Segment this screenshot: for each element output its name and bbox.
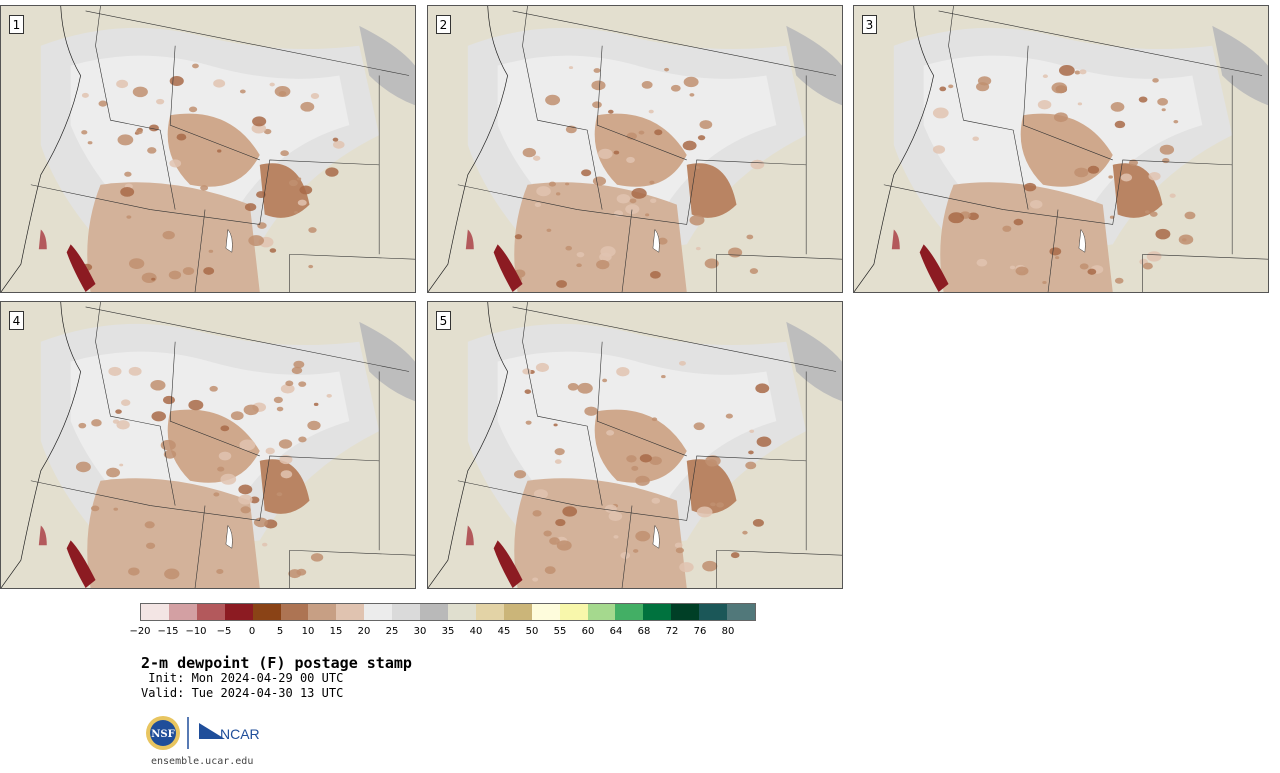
ncar-logo: NCAR [199, 723, 260, 742]
colorbar-tick-label: 76 [693, 626, 707, 637]
figure-title: 2-m dewpoint (F) postage stamp [141, 654, 412, 672]
colorbar-tick-label: 10 [301, 626, 315, 637]
colorbar-swatch [224, 604, 253, 620]
colorbar-swatch [196, 604, 225, 620]
panel-number-label: 3 [862, 15, 877, 34]
colorbar-swatch [643, 604, 672, 620]
colorbar-tick-label: 50 [525, 626, 539, 637]
panel-4: 4 [0, 301, 416, 589]
colorbar-tick-label: −15 [157, 626, 179, 637]
ncar-logo-text: NCAR [220, 726, 260, 742]
panel-5: 5 [427, 301, 843, 589]
colorbar-tick-label: 55 [553, 626, 567, 637]
colorbar-swatch [392, 604, 421, 620]
panel-number-label: 2 [436, 15, 451, 34]
colorbar-swatch [336, 604, 365, 620]
colorbar-tick-label: 40 [469, 626, 483, 637]
colorbar-tick-label: 68 [637, 626, 651, 637]
colorbar-ticks: −20 −15 −10 −5 0 5 10 15 20 25 30 35 40 45 50 55 60 64 68 7… [129, 626, 756, 640]
colorbar-tick-label: −5 [216, 626, 232, 637]
colorbar-swatch [308, 604, 337, 620]
colorbar-tick-label: −20 [129, 626, 151, 637]
colorbar-swatch [699, 604, 728, 620]
colorbar-tick-label: 35 [441, 626, 455, 637]
colorbar-swatch [559, 604, 588, 620]
colorbar-swatch [531, 604, 560, 620]
colorbar-tick-label: 72 [665, 626, 679, 637]
panel-1: 1 [0, 5, 416, 293]
panel-2: 2 [427, 5, 843, 293]
panel-number-label: 1 [9, 15, 24, 34]
colorbar-swatch [364, 604, 393, 620]
colorbar [140, 603, 756, 621]
colorbar-swatch [168, 604, 197, 620]
colorbar-tick-label: 80 [721, 626, 735, 637]
colorbar-tick-label: 20 [357, 626, 371, 637]
colorbar-tick-label: 64 [609, 626, 623, 637]
logos: NSF NCAR [145, 715, 275, 751]
colorbar-swatch [727, 604, 755, 620]
panel-number-label: 5 [436, 311, 451, 330]
colorbar-tick-label: −10 [185, 626, 207, 637]
colorbar-swatch [587, 604, 616, 620]
colorbar-swatch [447, 604, 476, 620]
colorbar-tick-label: 60 [581, 626, 595, 637]
valid-time: Valid: Tue 2024-04-30 13 UTC [141, 686, 344, 700]
nsf-logo-text: NSF [151, 729, 174, 740]
colorbar-swatch [615, 604, 644, 620]
colorbar-swatch [671, 604, 700, 620]
website-url: ensemble.ucar.edu [151, 756, 254, 767]
colorbar-tick-label: 5 [276, 626, 284, 637]
colorbar-swatch [503, 604, 532, 620]
colorbar-swatch [475, 604, 504, 620]
nsf-logo: NSF [146, 716, 180, 750]
colorbar-swatch [141, 604, 169, 620]
colorbar-tick-label: 45 [497, 626, 511, 637]
colorbar-tick-label: 0 [248, 626, 256, 637]
colorbar-swatch [420, 604, 448, 620]
colorbar-tick-label: 15 [329, 626, 343, 637]
colorbar-swatch [280, 604, 309, 620]
init-time: Init: Mon 2024-04-29 00 UTC [141, 671, 344, 685]
panel-3: 3 [853, 5, 1269, 293]
panel-number-label: 4 [9, 311, 24, 330]
colorbar-swatch [252, 604, 281, 620]
colorbar-tick-label: 25 [385, 626, 399, 637]
colorbar-tick-label: 30 [413, 626, 427, 637]
